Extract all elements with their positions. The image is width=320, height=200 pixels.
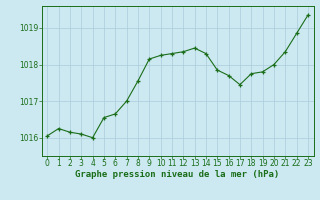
X-axis label: Graphe pression niveau de la mer (hPa): Graphe pression niveau de la mer (hPa) [76, 170, 280, 179]
